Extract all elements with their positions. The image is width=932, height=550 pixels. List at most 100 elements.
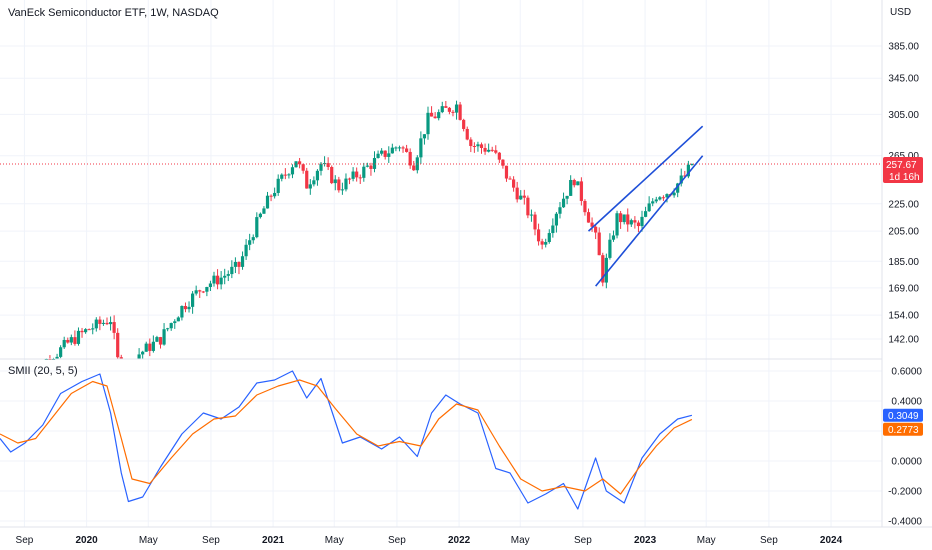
price-candle[interactable]: [679, 168, 683, 187]
price-candle[interactable]: [619, 210, 623, 229]
price-candle[interactable]: [583, 199, 587, 216]
price-candle[interactable]: [472, 142, 476, 153]
price-candle[interactable]: [233, 257, 238, 274]
price-candle[interactable]: [533, 211, 537, 236]
price-candle[interactable]: [394, 146, 398, 152]
price-candle[interactable]: [654, 196, 658, 204]
price-candle[interactable]: [590, 217, 594, 232]
price-candle[interactable]: [94, 317, 98, 332]
price-candle[interactable]: [344, 173, 348, 192]
price-candle[interactable]: [686, 160, 690, 179]
price-candle[interactable]: [294, 161, 298, 168]
price-candle[interactable]: [601, 252, 605, 287]
price-candle[interactable]: [201, 290, 205, 294]
price-candle[interactable]: [287, 173, 291, 179]
price-candle[interactable]: [208, 280, 213, 292]
price-candle[interactable]: [312, 176, 316, 187]
price-candle[interactable]: [487, 143, 491, 153]
price-candle[interactable]: [611, 230, 616, 242]
price-candle[interactable]: [640, 210, 644, 232]
price-candle[interactable]: [462, 118, 466, 132]
price-candle[interactable]: [429, 106, 434, 117]
price-candle[interactable]: [558, 201, 562, 219]
price-candle[interactable]: [308, 179, 312, 195]
price-candle[interactable]: [572, 178, 576, 188]
price-candle[interactable]: [219, 271, 223, 290]
price-candle[interactable]: [437, 109, 441, 121]
price-candle[interactable]: [148, 338, 152, 357]
price-candle[interactable]: [141, 350, 145, 359]
price-candle[interactable]: [230, 260, 234, 279]
price-candle[interactable]: [255, 212, 259, 239]
price-candle[interactable]: [608, 233, 612, 260]
price-candle[interactable]: [347, 177, 352, 185]
price-candle[interactable]: [301, 163, 305, 174]
price-candle[interactable]: [643, 206, 648, 218]
price-candle[interactable]: [55, 353, 59, 359]
price-candle[interactable]: [298, 157, 302, 169]
price-candle[interactable]: [333, 175, 337, 191]
smi-pane[interactable]: [0, 370, 693, 510]
price-candle[interactable]: [401, 145, 405, 153]
price-candle[interactable]: [194, 285, 198, 296]
price-candle[interactable]: [112, 315, 116, 340]
price-candle[interactable]: [422, 134, 427, 145]
price-candle[interactable]: [636, 220, 641, 233]
price-candle[interactable]: [469, 137, 473, 153]
price-candle[interactable]: [447, 106, 452, 115]
price-candle[interactable]: [191, 291, 195, 314]
price-candle[interactable]: [597, 227, 601, 256]
price-candle[interactable]: [269, 194, 273, 202]
price-candle[interactable]: [419, 131, 423, 164]
price-candle[interactable]: [665, 193, 669, 203]
price-candle[interactable]: [451, 109, 455, 117]
price-candle[interactable]: [144, 341, 148, 352]
price-candle[interactable]: [365, 162, 369, 168]
price-candle[interactable]: [84, 328, 88, 334]
price-candle[interactable]: [62, 336, 66, 349]
price-candle[interactable]: [162, 323, 166, 346]
price-candle[interactable]: [515, 181, 519, 203]
price-candle[interactable]: [237, 261, 241, 275]
price-candle[interactable]: [397, 145, 402, 152]
price-candle[interactable]: [690, 163, 694, 166]
price-candle[interactable]: [586, 208, 591, 223]
price-candle[interactable]: [622, 214, 626, 225]
price-candle[interactable]: [519, 190, 523, 200]
price-candle[interactable]: [205, 286, 209, 297]
price-candle[interactable]: [483, 143, 487, 155]
price-candle[interactable]: [248, 233, 252, 251]
price-candle[interactable]: [561, 192, 566, 208]
price-candle[interactable]: [173, 319, 177, 329]
price-candle[interactable]: [380, 148, 384, 156]
price-candle[interactable]: [504, 165, 509, 182]
price-candle[interactable]: [273, 187, 277, 199]
price-candle[interactable]: [183, 302, 188, 313]
price-candle[interactable]: [390, 143, 394, 154]
price-candle[interactable]: [479, 142, 484, 154]
price-candle[interactable]: [240, 251, 245, 270]
price-candle[interactable]: [87, 328, 91, 331]
price-candle[interactable]: [647, 196, 651, 213]
price-candle[interactable]: [633, 216, 637, 229]
price-candle[interactable]: [551, 218, 555, 238]
price-candle[interactable]: [547, 229, 551, 244]
price-candle[interactable]: [497, 151, 501, 164]
price-candle[interactable]: [326, 157, 330, 171]
price-pane[interactable]: [0, 100, 882, 360]
price-candle[interactable]: [137, 348, 141, 359]
price-candle[interactable]: [369, 162, 373, 176]
price-candle[interactable]: [176, 316, 180, 322]
price-candle[interactable]: [615, 210, 619, 239]
price-candle[interactable]: [158, 336, 163, 349]
price-candle[interactable]: [212, 271, 216, 287]
price-candle[interactable]: [276, 174, 280, 196]
price-candle[interactable]: [565, 195, 569, 205]
price-candle[interactable]: [80, 327, 84, 338]
price-candle[interactable]: [651, 198, 655, 207]
price-candle[interactable]: [198, 289, 202, 299]
price-candle[interactable]: [405, 144, 409, 153]
price-candle[interactable]: [119, 354, 123, 359]
price-candle[interactable]: [76, 327, 81, 346]
